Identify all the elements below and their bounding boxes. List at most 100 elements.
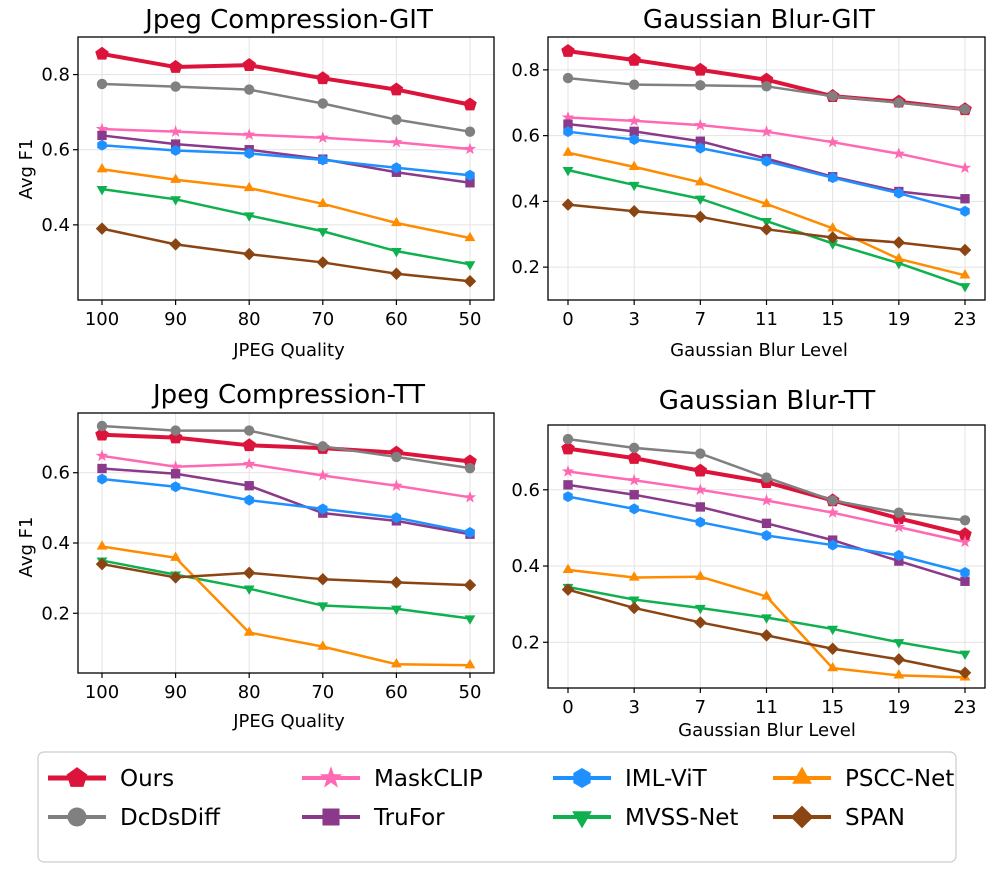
- legend-entry-ours: Ours: [48, 766, 174, 792]
- legend-marker: [792, 766, 812, 784]
- x-tick-label: 23: [954, 309, 977, 330]
- data-point-pscc-net: [243, 181, 255, 192]
- legend-marker: [66, 767, 88, 787]
- data-point-dcdsdiff: [317, 98, 328, 109]
- x-tick-label: 90: [164, 682, 187, 703]
- data-point-ours: [958, 527, 972, 541]
- data-point-pscc-net: [761, 590, 772, 600]
- y-tick-label: 0.6: [41, 463, 70, 484]
- data-point-dcdsdiff: [893, 507, 905, 518]
- data-point-ours: [561, 441, 575, 455]
- x-tick-label: 11: [755, 309, 778, 330]
- data-point-trufor: [244, 481, 254, 491]
- data-point-maskclip: [826, 135, 839, 148]
- series-line-span: [101, 227, 471, 283]
- data-point-dcdsdiff: [761, 81, 772, 92]
- data-point-iml-vit: [170, 481, 181, 493]
- data-point-span: [694, 210, 707, 224]
- legend-label: MaskCLIP: [374, 766, 483, 792]
- x-tick-label: 3: [628, 697, 639, 718]
- y-tick-label: 0.8: [511, 60, 540, 81]
- legend-marker: [67, 807, 87, 827]
- legend: Ours MaskCLIP IML-ViT PSCC-Net DcDsDiff TruFo…: [37, 751, 957, 863]
- data-point-iml-vit: [629, 503, 639, 515]
- x-tick-label: 15: [821, 309, 844, 330]
- y-tick-label: 0.6: [511, 480, 540, 501]
- data-point-iml-vit: [563, 491, 573, 503]
- data-point-span: [826, 642, 839, 655]
- data-point-mvss-net: [694, 604, 706, 615]
- data-point-maskclip: [316, 131, 329, 143]
- x-tick-label: 80: [238, 309, 261, 330]
- series-iml-vit: [97, 473, 475, 538]
- x-tick-label: 11: [755, 697, 778, 718]
- data-point-mvss-net: [694, 195, 706, 205]
- data-point-span: [627, 205, 641, 218]
- series-line-pscc-net: [101, 545, 471, 667]
- data-point-trufor: [563, 480, 573, 490]
- data-point-maskclip: [627, 114, 641, 127]
- y-axis-label: Avg F1: [16, 139, 37, 200]
- series-line-dcdsdiff: [101, 424, 471, 470]
- plot-frame: [77, 36, 495, 301]
- series-pscc-net: [562, 146, 971, 279]
- data-point-pscc-net: [464, 659, 476, 669]
- data-point-pscc-net: [628, 571, 640, 581]
- data-point-maskclip: [463, 142, 477, 155]
- data-point-mvss-net: [959, 283, 971, 293]
- legend-entry-maskclip: MaskCLIP: [302, 766, 483, 792]
- data-point-maskclip: [95, 122, 109, 135]
- series-line-ours: [101, 51, 471, 107]
- data-point-span: [760, 629, 773, 642]
- legend-entry-mvss-net: MVSS-Net: [553, 805, 738, 831]
- data-point-span: [169, 238, 182, 251]
- x-axis-label: JPEG Quality: [232, 711, 345, 732]
- series-line-mvss-net: [101, 559, 471, 620]
- data-point-span: [390, 576, 403, 589]
- plot-frame: [547, 424, 986, 689]
- x-tick-label: 70: [311, 309, 334, 330]
- x-tick-label: 0: [562, 697, 573, 718]
- data-point-dcdsdiff: [628, 442, 640, 454]
- data-point-dcdsdiff: [244, 425, 255, 436]
- data-point-ours: [242, 58, 256, 71]
- x-tick-label: 3: [628, 309, 639, 330]
- data-point-maskclip: [390, 479, 403, 491]
- data-point-dcdsdiff: [244, 84, 255, 95]
- legend-entry-iml-vit: IML-ViT: [553, 766, 708, 792]
- data-point-span: [958, 243, 972, 257]
- data-point-mvss-net: [628, 596, 640, 606]
- data-point-mvss-net: [464, 615, 476, 625]
- x-axis-label: Gaussian Blur Level: [670, 340, 848, 361]
- data-point-span: [169, 571, 182, 584]
- y-tick-label: 0.2: [511, 257, 540, 278]
- series-dcdsdiff: [96, 78, 476, 137]
- data-point-maskclip: [390, 135, 403, 148]
- data-point-iml-vit: [170, 145, 181, 156]
- x-tick-label: 15: [821, 697, 844, 718]
- data-point-maskclip: [561, 465, 575, 477]
- data-point-pscc-net: [893, 669, 905, 679]
- panel-blur-tt: Gaussian Blur-TT Gaussian Blur Level 0 3 7…: [511, 386, 986, 741]
- series-iml-vit: [563, 491, 970, 578]
- data-point-mvss-net: [893, 639, 905, 649]
- data-point-maskclip: [463, 490, 477, 503]
- data-point-span: [826, 231, 839, 244]
- grid: [78, 37, 494, 300]
- legend-label: Ours: [120, 766, 174, 792]
- series-pscc-net: [96, 163, 476, 242]
- data-point-maskclip: [892, 520, 906, 533]
- data-point-trufor: [629, 126, 639, 137]
- series-line-trufor: [101, 467, 471, 536]
- series-mvss-net: [96, 186, 476, 271]
- data-point-dcdsdiff: [695, 80, 706, 91]
- data-point-ours: [95, 427, 109, 441]
- series-span: [95, 222, 477, 288]
- data-point-trufor: [960, 194, 970, 204]
- data-point-iml-vit: [960, 567, 970, 578]
- chart-title: Gaussian Blur-GIT: [643, 5, 875, 35]
- x-tick-label: 50: [459, 682, 482, 703]
- data-point-dcdsdiff: [464, 126, 476, 137]
- panel-jpeg-git: Jpeg Compression-GIT JPEG Quality Avg F1…: [16, 5, 495, 361]
- data-point-dcdsdiff: [391, 114, 402, 125]
